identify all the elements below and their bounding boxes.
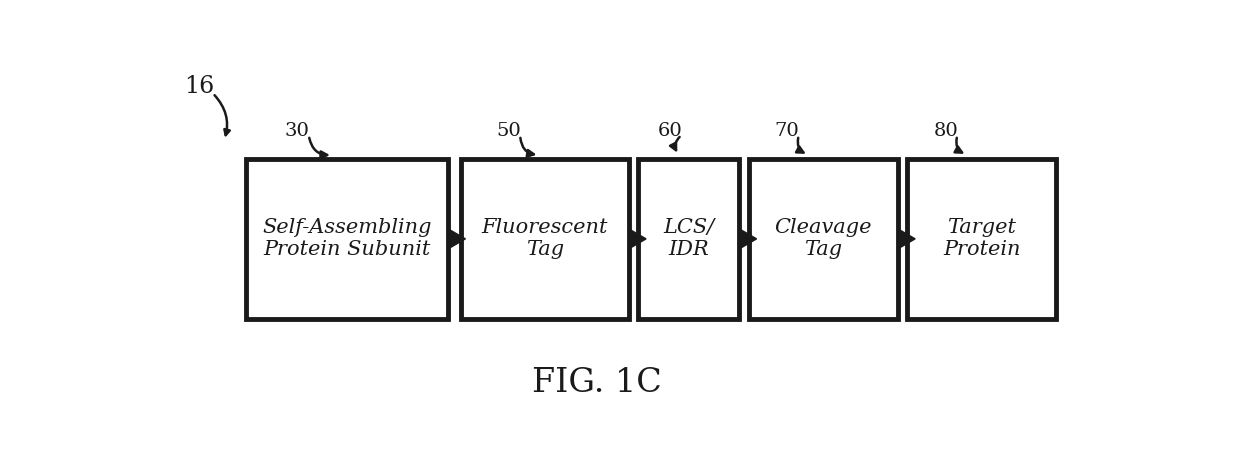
Polygon shape xyxy=(448,229,465,249)
Text: Cleavage
Tag: Cleavage Tag xyxy=(775,219,872,259)
Text: 80: 80 xyxy=(934,123,959,140)
Text: 30: 30 xyxy=(285,123,310,140)
Text: LCS/
IDR: LCS/ IDR xyxy=(663,219,714,259)
Polygon shape xyxy=(898,229,915,249)
Bar xyxy=(639,159,739,319)
Bar xyxy=(247,159,448,319)
Text: FIG. 1C: FIG. 1C xyxy=(532,367,662,399)
Text: 70: 70 xyxy=(775,123,800,140)
Bar xyxy=(460,159,629,319)
Text: Fluorescent
Tag: Fluorescent Tag xyxy=(481,219,608,259)
Text: 60: 60 xyxy=(657,123,682,140)
Polygon shape xyxy=(739,229,756,249)
Text: 50: 50 xyxy=(496,123,521,140)
Polygon shape xyxy=(629,229,646,249)
Bar xyxy=(749,159,898,319)
Text: Target
Protein: Target Protein xyxy=(944,219,1021,259)
Text: 16: 16 xyxy=(184,75,215,98)
Text: Self-Assembling
Protein Subunit: Self-Assembling Protein Subunit xyxy=(263,219,432,259)
Bar xyxy=(908,159,1056,319)
